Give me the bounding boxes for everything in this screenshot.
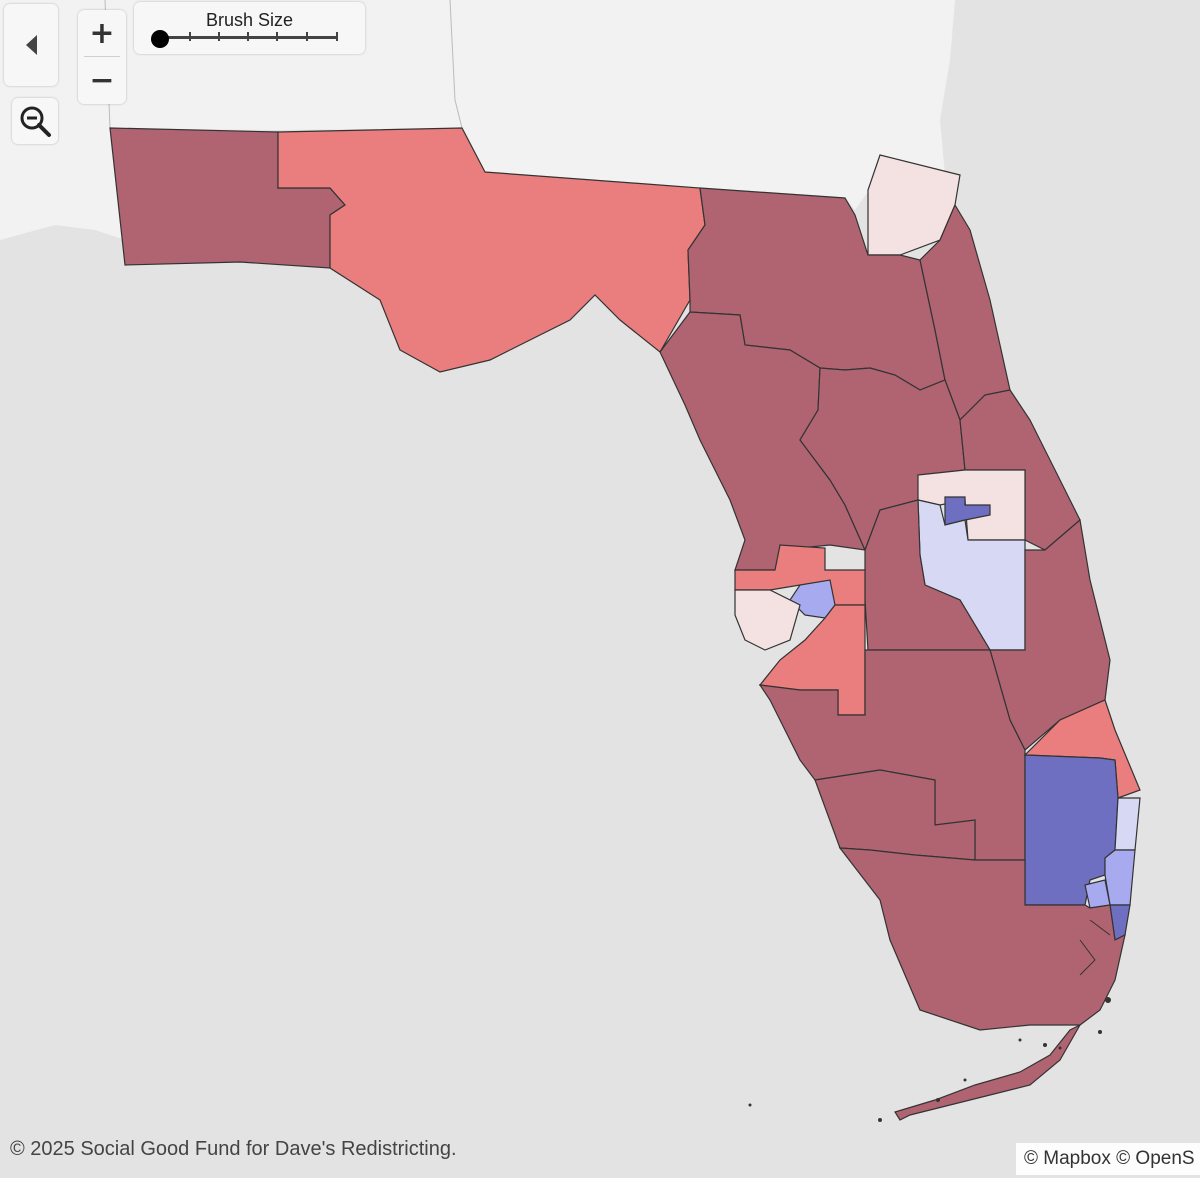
- zoom-out-button[interactable]: −: [89, 62, 115, 98]
- copyright-notice: © 2025 Social Good Fund for Dave's Redis…: [10, 1138, 457, 1160]
- zoom-extent-button[interactable]: [12, 98, 58, 144]
- district-5[interactable]: [867, 154, 961, 256]
- district-17[interactable]: [734, 589, 801, 651]
- zoom-divider: [84, 56, 120, 57]
- brush-tick: [276, 32, 278, 41]
- florida-keys[interactable]: [894, 1023, 1082, 1121]
- magnifier-minus-icon: [20, 106, 51, 137]
- land-mass-north: [0, 0, 955, 240]
- zoom-control: + −: [78, 10, 126, 104]
- district-27[interactable]: [838, 847, 1126, 1031]
- brush-size-label: Brush Size: [205, 10, 294, 30]
- brush-size-track[interactable]: [160, 36, 338, 39]
- district-lines: [1079, 919, 1111, 976]
- map-attribution[interactable]: © Mapbox © OpenS: [1016, 1143, 1200, 1175]
- brush-tick: [189, 32, 191, 41]
- brush-tick: [336, 32, 338, 41]
- brush-tick: [247, 32, 249, 41]
- district-24[interactable]: [1084, 879, 1111, 909]
- chevron-left-icon: [26, 35, 37, 55]
- brush-tick: [306, 32, 308, 41]
- district-23[interactable]: [1104, 849, 1136, 906]
- back-button[interactable]: [4, 4, 58, 86]
- zoom-in-button[interactable]: +: [89, 15, 115, 51]
- brush-size-slider-handle[interactable]: [151, 30, 169, 48]
- district-20[interactable]: [1114, 797, 1141, 851]
- brush-tick: [218, 32, 220, 41]
- brush-size-control: Brush Size: [134, 2, 365, 54]
- keys-islands: [748, 997, 1111, 1122]
